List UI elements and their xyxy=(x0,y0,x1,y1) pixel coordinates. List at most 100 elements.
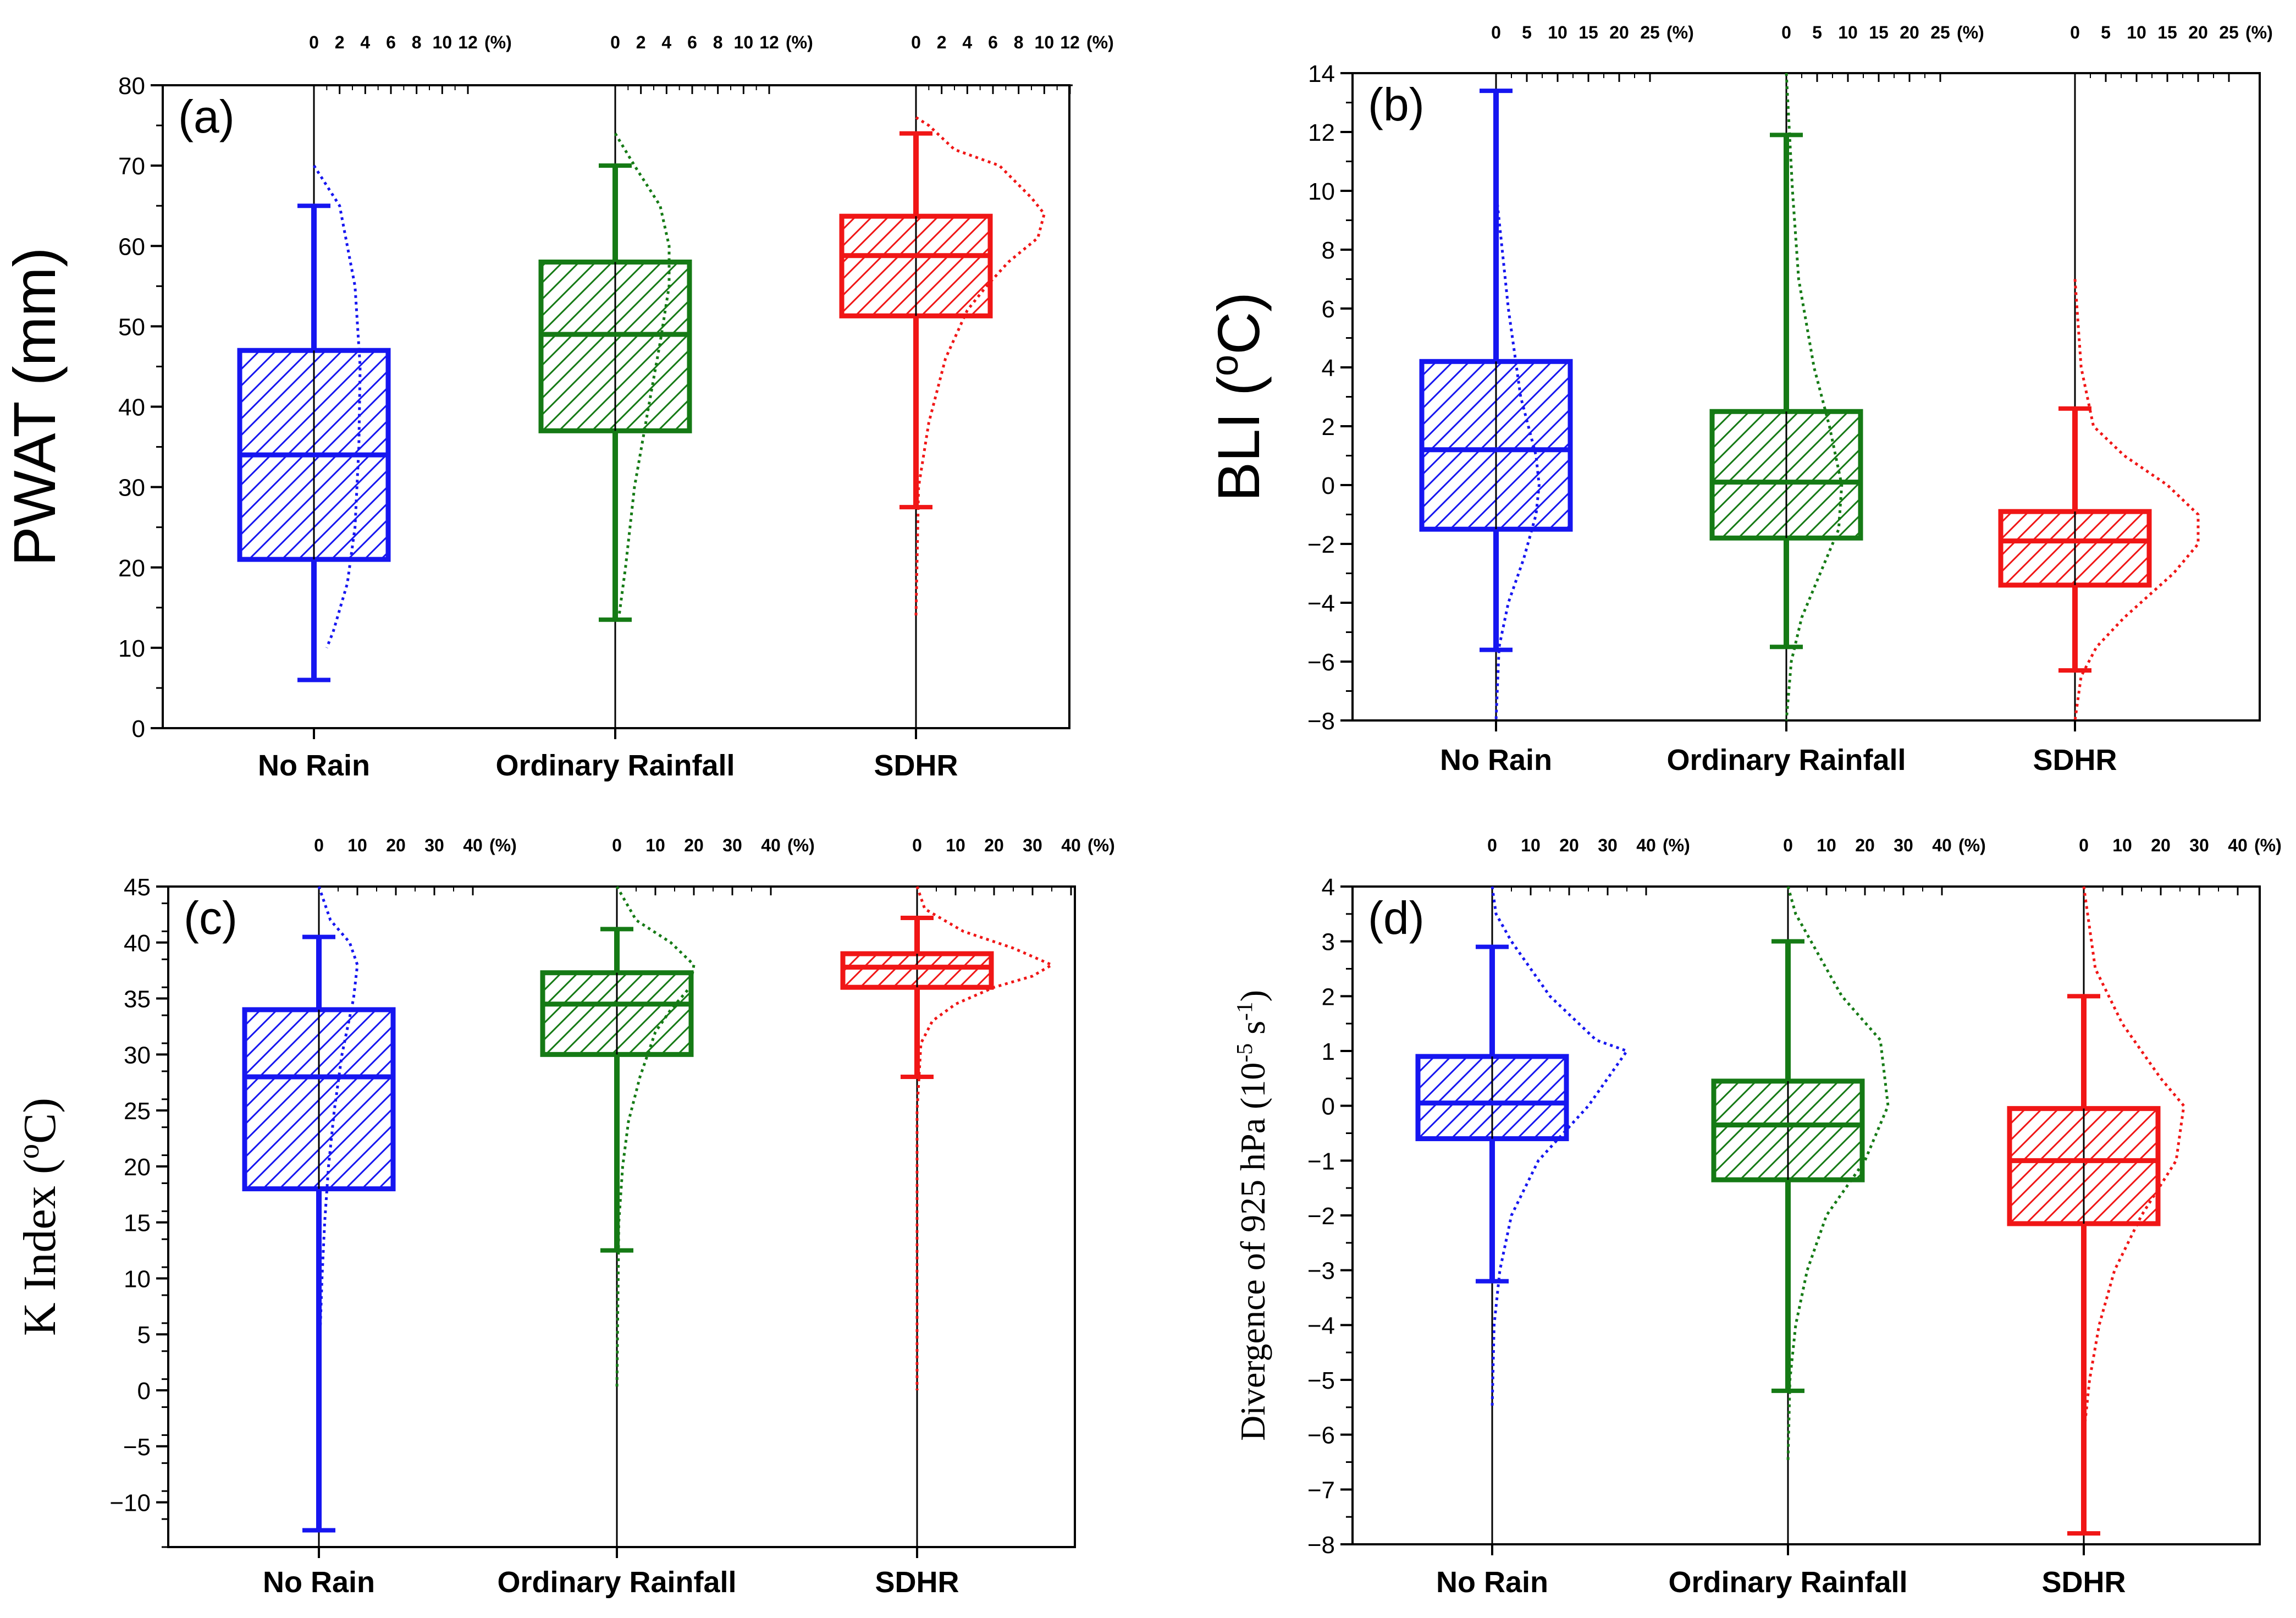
top-axis-label: 12 xyxy=(759,32,779,52)
category-label: Ordinary Rainfall xyxy=(1666,744,1906,777)
distribution-curve xyxy=(1786,886,1890,1462)
y-tick-label: 0 xyxy=(1322,1093,1335,1120)
y-tick-label: 6 xyxy=(1322,296,1335,323)
y-tick-label: 20 xyxy=(118,555,145,582)
distribution-curve xyxy=(1785,73,1844,721)
distribution-curve xyxy=(2082,886,2185,1435)
y-axis: 0 10 20 30 40 50 60 70 80 xyxy=(118,73,163,742)
y-tick-label: 30 xyxy=(124,1042,151,1069)
top-axis-unit: (%) xyxy=(1086,32,1114,52)
distribution-curve xyxy=(317,886,359,1391)
y-tick-label: −2 xyxy=(1307,531,1335,558)
top-axis-label: 15 xyxy=(1869,23,1889,42)
y-axis-title-tail: C) xyxy=(14,1098,65,1144)
top-axis-label: 0 xyxy=(314,835,324,855)
top-axis-label: 25 xyxy=(1640,23,1660,42)
series-ordinary-rainfall: 0 10 20 30 40 (%) xyxy=(1711,835,1986,1544)
top-axis-label: 0 xyxy=(610,32,620,52)
y-tick-label: 45 xyxy=(124,874,151,901)
top-axis-label: 25 xyxy=(2219,23,2239,42)
top-axis-unit: (%) xyxy=(1958,835,1986,855)
category-label: No Rain xyxy=(258,749,370,782)
y-axis-title-sup: o xyxy=(1202,355,1246,376)
top-axis-label: 20 xyxy=(684,835,704,855)
top-axis-label: 4 xyxy=(661,32,671,52)
y-tick-label: −1 xyxy=(1307,1148,1335,1175)
distribution-curve xyxy=(1491,886,1629,1407)
x-axis: No Rain Ordinary Rainfall SDHR xyxy=(263,1547,959,1599)
top-percent-axis: 0 2 4 6 8 10 12 (%) xyxy=(309,32,512,94)
y-tick-label: 80 xyxy=(118,73,145,100)
top-axis-label: 0 xyxy=(912,835,922,855)
x-axis: No Rain Ordinary Rainfall SDHR xyxy=(258,728,958,782)
y-axis-title-sup: -5 xyxy=(1232,1043,1257,1063)
series-sdhr: 0 10 20 30 40 (%) xyxy=(840,835,1115,1547)
top-percent-axis: 0 10 20 30 40 (%) xyxy=(912,835,1115,895)
top-axis-label: 10 xyxy=(1035,32,1055,52)
y-tick-label: −10 xyxy=(109,1490,151,1517)
top-axis-label: 5 xyxy=(1522,23,1532,42)
category-label: Ordinary Rainfall xyxy=(1668,1566,1907,1599)
top-axis-label: 10 xyxy=(645,835,665,855)
top-axis-unit: (%) xyxy=(786,32,813,52)
y-tick-label: 50 xyxy=(118,313,145,340)
top-axis-label: 10 xyxy=(1817,835,1836,855)
top-axis-label: 20 xyxy=(2151,835,2171,855)
top-axis-label: 8 xyxy=(1014,32,1024,52)
panel-label: (c) xyxy=(184,892,238,944)
top-axis-label: 0 xyxy=(911,32,921,52)
y-tick-label: −6 xyxy=(1307,649,1335,676)
y-tick-label: −4 xyxy=(1307,590,1335,617)
y-axis-title-text: Divergence of 925 hPa (10 xyxy=(1233,1063,1272,1441)
y-tick-label: −6 xyxy=(1307,1422,1335,1449)
panel-label: (d) xyxy=(1368,892,1425,944)
series-no-rain: 0 10 20 30 40 (%) xyxy=(1415,835,1690,1544)
top-axis-label: 6 xyxy=(386,32,396,52)
y-tick-label: 4 xyxy=(1322,874,1335,901)
distribution-curve xyxy=(614,133,671,616)
top-percent-axis: 0 10 20 30 40 (%) xyxy=(314,835,517,895)
series-sdhr: 0 2 4 6 8 10 12 (%) xyxy=(839,32,1114,728)
y-axis-title: PWAT (mm) xyxy=(1,247,68,566)
top-axis-label: 12 xyxy=(1060,32,1080,52)
y-axis-title-sup2: -1 xyxy=(1232,1001,1257,1021)
category-label: SDHR xyxy=(874,749,958,782)
y-axis-title-text: K Index ( xyxy=(14,1159,65,1336)
top-axis-label: 4 xyxy=(360,32,370,52)
top-axis-unit: (%) xyxy=(484,32,512,52)
y-axis-title: Divergence of 925 hPa (10-5 s-1) xyxy=(1232,990,1272,1441)
top-axis-label: 0 xyxy=(1487,835,1497,855)
top-axis-label: 20 xyxy=(984,835,1004,855)
category-label: No Rain xyxy=(1436,1566,1548,1599)
category-label: No Rain xyxy=(263,1566,375,1599)
top-axis-label: 20 xyxy=(386,835,406,855)
y-tick-label: 60 xyxy=(118,233,145,260)
top-axis-label: 30 xyxy=(722,835,742,855)
top-percent-axis: 0 5 10 15 20 25 (%) xyxy=(1781,23,1984,82)
y-tick-label: −3 xyxy=(1307,1258,1335,1285)
panel-label: (b) xyxy=(1368,79,1425,130)
top-axis-label: 2 xyxy=(636,32,646,52)
y-axis-title-text: PWAT (mm) xyxy=(1,247,68,566)
y-tick-label: 12 xyxy=(1308,119,1335,146)
top-percent-axis: 0 10 20 30 40 (%) xyxy=(612,835,815,895)
panel-label: (a) xyxy=(178,91,235,142)
series-no-rain: 0 5 10 15 20 25 (%) xyxy=(1419,23,1694,721)
y-tick-label: 10 xyxy=(1308,178,1335,205)
y-tick-label: 14 xyxy=(1308,60,1335,87)
y-axis: −8 −7 −6 −5 −4 −3 −2 −1 0 1 2 3 4 xyxy=(1307,874,1353,1559)
category-label: Ordinary Rainfall xyxy=(495,749,735,782)
y-tick-label: 20 xyxy=(124,1154,151,1181)
y-axis-title-text: BLI ( xyxy=(1205,376,1272,502)
top-axis-label: 30 xyxy=(1598,835,1618,855)
series-sdhr: 0 10 20 30 40 (%) xyxy=(2007,835,2282,1544)
distribution-curve xyxy=(2073,279,2200,721)
top-axis-label: 15 xyxy=(2157,23,2177,42)
series-no-rain: 0 2 4 6 8 10 12 (%) xyxy=(237,32,512,683)
y-tick-label: −8 xyxy=(1307,708,1335,735)
y-tick-label: 15 xyxy=(124,1210,151,1237)
top-axis-label: 0 xyxy=(612,835,622,855)
top-axis-label: 10 xyxy=(1548,23,1568,42)
top-axis-label: 0 xyxy=(1781,23,1791,42)
y-tick-label: 4 xyxy=(1322,355,1335,382)
